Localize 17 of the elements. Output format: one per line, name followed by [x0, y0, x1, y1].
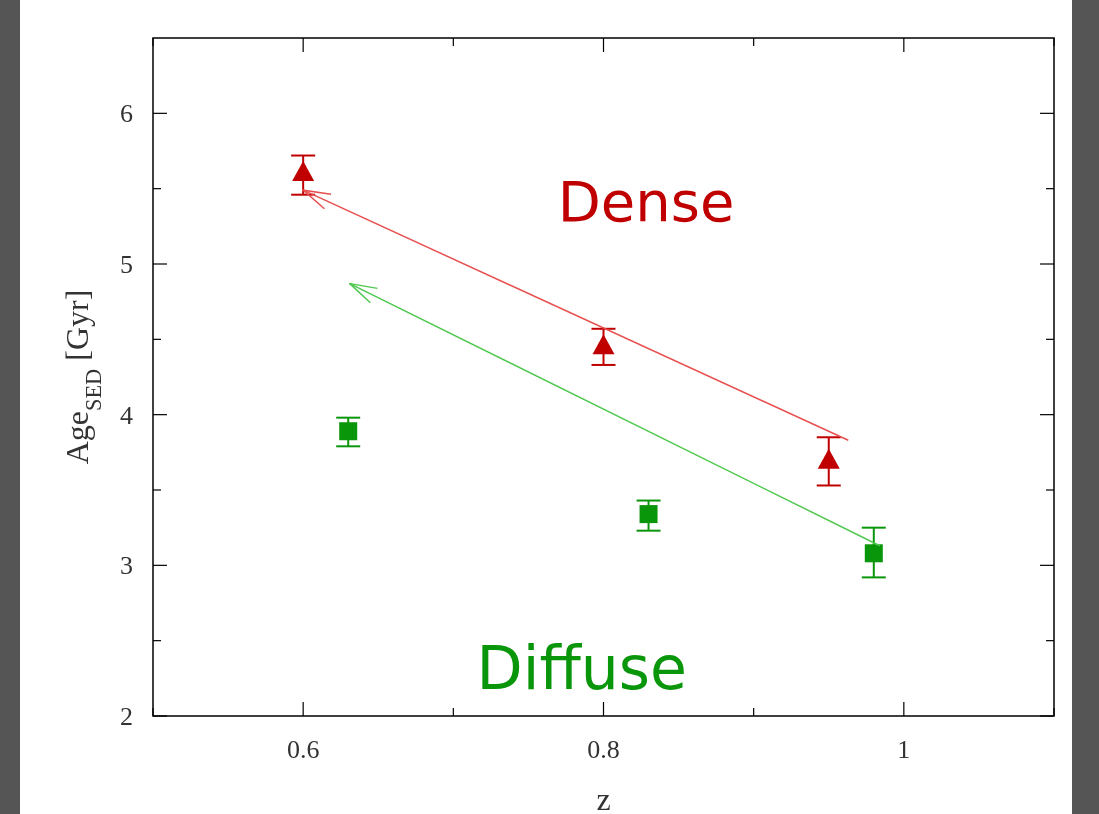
x-tick-label: 0.6 [286, 735, 320, 764]
series-label: Diffuse [476, 632, 687, 703]
y-tick-label: 4 [120, 400, 133, 430]
point [592, 334, 615, 355]
point [817, 448, 840, 469]
y-tick-label: 3 [120, 551, 133, 581]
series-label: Dense [557, 169, 735, 235]
point [339, 422, 358, 441]
x-tick-label: 1 [897, 735, 911, 764]
y-tick-label: 5 [120, 250, 133, 279]
point [292, 161, 315, 181]
y-tick-label: 2 [120, 702, 133, 731]
x-tick-label: 0.8 [587, 735, 620, 764]
x-axis-title: z [596, 781, 611, 814]
point [864, 544, 883, 563]
y-tick-label: 6 [120, 99, 133, 129]
point [639, 505, 658, 524]
